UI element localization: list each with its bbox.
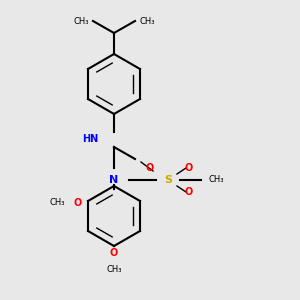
Text: O: O [185, 187, 193, 197]
Text: O: O [146, 163, 154, 173]
Text: O: O [110, 248, 118, 259]
Text: CH₃: CH₃ [106, 266, 122, 274]
Text: S: S [164, 175, 172, 185]
Text: CH₃: CH₃ [49, 198, 65, 207]
Text: N: N [110, 175, 118, 185]
Text: O: O [74, 197, 82, 208]
Text: CH₃: CH₃ [139, 16, 155, 26]
Text: O: O [185, 163, 193, 173]
Text: HN: HN [82, 134, 98, 145]
Text: CH₃: CH₃ [208, 176, 224, 184]
Text: CH₃: CH₃ [73, 16, 89, 26]
